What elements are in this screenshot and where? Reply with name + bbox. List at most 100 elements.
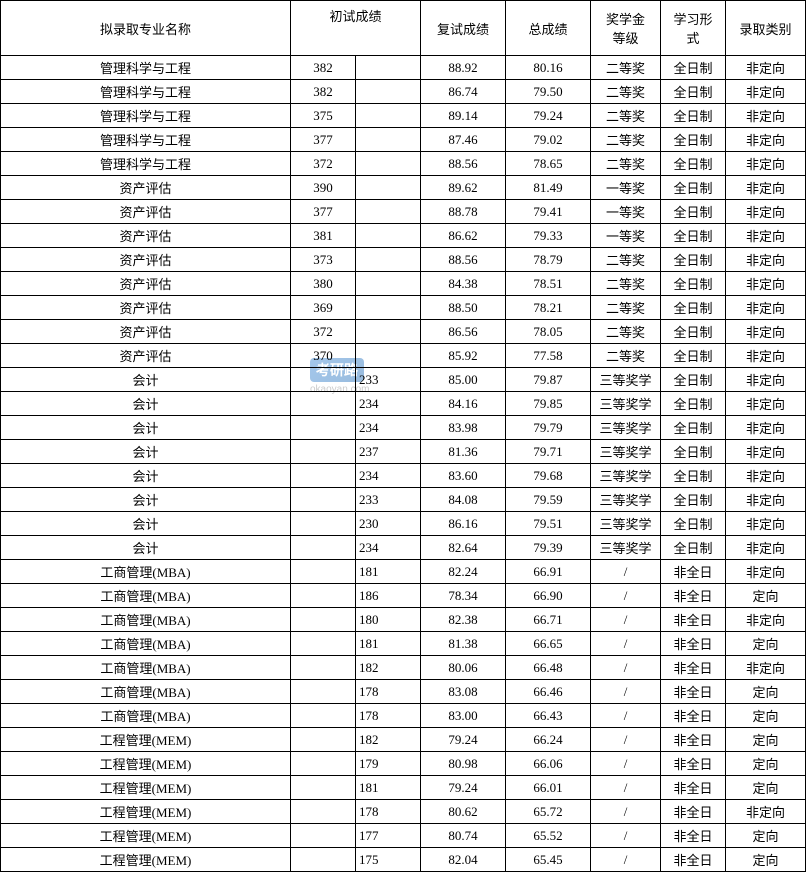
cell-major: 会计 (1, 536, 291, 560)
cell-prelim-a (291, 464, 356, 488)
cell-major: 资产评估 (1, 344, 291, 368)
cell-type: 非定向 (726, 248, 806, 272)
cell-major: 工程管理(MEM) (1, 728, 291, 752)
table-row: 工程管理(MEM)18279.2466.24/非全日定向 (1, 728, 806, 752)
cell-type: 非定向 (726, 320, 806, 344)
cell-prelim-a: 369 (291, 296, 356, 320)
cell-scholar: 三等奖学 (591, 440, 661, 464)
cell-type: 非定向 (726, 536, 806, 560)
cell-scholar: / (591, 584, 661, 608)
cell-major: 会计 (1, 368, 291, 392)
cell-total: 78.21 (506, 296, 591, 320)
cell-prelim-a (291, 536, 356, 560)
cell-retest: 86.74 (421, 80, 506, 104)
table-row: 工商管理(MBA)18280.0666.48/非全日非定向 (1, 656, 806, 680)
cell-prelim-b (356, 56, 421, 80)
cell-total: 66.01 (506, 776, 591, 800)
cell-total: 66.06 (506, 752, 591, 776)
cell-mode: 全日制 (661, 128, 726, 152)
cell-prelim-b: 186 (356, 584, 421, 608)
cell-prelim-a (291, 560, 356, 584)
cell-mode: 全日制 (661, 392, 726, 416)
cell-prelim-a (291, 416, 356, 440)
cell-prelim-b (356, 104, 421, 128)
cell-retest: 84.08 (421, 488, 506, 512)
cell-mode: 非全日 (661, 728, 726, 752)
cell-major: 资产评估 (1, 248, 291, 272)
cell-prelim-a: 370 (291, 344, 356, 368)
cell-prelim-a: 372 (291, 320, 356, 344)
cell-prelim-a (291, 776, 356, 800)
cell-scholar: / (591, 632, 661, 656)
cell-retest: 86.56 (421, 320, 506, 344)
table-row: 会计23482.6479.39三等奖学全日制非定向 (1, 536, 806, 560)
cell-scholar: / (591, 824, 661, 848)
cell-prelim-a (291, 488, 356, 512)
table-row: 工商管理(MBA)18181.3866.65/非全日定向 (1, 632, 806, 656)
cell-type: 非定向 (726, 200, 806, 224)
cell-prelim-a (291, 656, 356, 680)
cell-scholar: / (591, 728, 661, 752)
cell-prelim-a: 382 (291, 56, 356, 80)
cell-total: 66.48 (506, 656, 591, 680)
cell-total: 80.16 (506, 56, 591, 80)
table-row: 管理科学与工程38286.7479.50二等奖全日制非定向 (1, 80, 806, 104)
cell-prelim-a (291, 368, 356, 392)
cell-prelim-a: 377 (291, 200, 356, 224)
cell-retest: 85.00 (421, 368, 506, 392)
cell-mode: 非全日 (661, 776, 726, 800)
cell-type: 非定向 (726, 560, 806, 584)
cell-scholar: 二等奖 (591, 80, 661, 104)
table-row: 会计23483.9879.79三等奖学全日制非定向 (1, 416, 806, 440)
cell-prelim-a (291, 584, 356, 608)
cell-mode: 全日制 (661, 512, 726, 536)
cell-major: 工商管理(MBA) (1, 632, 291, 656)
cell-prelim-a: 382 (291, 80, 356, 104)
cell-retest: 80.98 (421, 752, 506, 776)
cell-scholar: 三等奖学 (591, 488, 661, 512)
cell-scholar: 一等奖 (591, 176, 661, 200)
cell-type: 定向 (726, 728, 806, 752)
cell-mode: 非全日 (661, 560, 726, 584)
col-header-total: 总成绩 (506, 1, 591, 56)
table-row: 资产评估38084.3878.51二等奖全日制非定向 (1, 272, 806, 296)
cell-major: 会计 (1, 488, 291, 512)
cell-retest: 78.34 (421, 584, 506, 608)
table-row: 资产评估37085.9277.58二等奖全日制非定向 (1, 344, 806, 368)
cell-major: 资产评估 (1, 176, 291, 200)
cell-prelim-b: 234 (356, 416, 421, 440)
cell-major: 管理科学与工程 (1, 152, 291, 176)
cell-retest: 82.38 (421, 608, 506, 632)
cell-prelim-b: 175 (356, 848, 421, 872)
cell-type: 非定向 (726, 224, 806, 248)
cell-scholar: / (591, 704, 661, 728)
table-row: 管理科学与工程38288.9280.16二等奖全日制非定向 (1, 56, 806, 80)
cell-scholar: 二等奖 (591, 56, 661, 80)
cell-mode: 非全日 (661, 584, 726, 608)
cell-prelim-a: 380 (291, 272, 356, 296)
cell-scholar: / (591, 800, 661, 824)
cell-major: 工商管理(MBA) (1, 584, 291, 608)
cell-mode: 全日制 (661, 104, 726, 128)
table-row: 工商管理(MBA)18678.3466.90/非全日定向 (1, 584, 806, 608)
cell-type: 定向 (726, 824, 806, 848)
table-row: 工商管理(MBA)17883.0066.43/非全日定向 (1, 704, 806, 728)
col-header-scholar-label: 奖学金 等级 (606, 12, 645, 46)
cell-major: 会计 (1, 440, 291, 464)
cell-major: 工程管理(MEM) (1, 752, 291, 776)
col-header-major: 拟录取专业名称 (1, 1, 291, 56)
table-row: 资产评估39089.6281.49一等奖全日制非定向 (1, 176, 806, 200)
col-header-retest: 复试成绩 (421, 1, 506, 56)
cell-mode: 非全日 (661, 704, 726, 728)
cell-total: 79.51 (506, 512, 591, 536)
cell-total: 66.91 (506, 560, 591, 584)
cell-scholar: 二等奖 (591, 320, 661, 344)
cell-total: 79.24 (506, 104, 591, 128)
cell-scholar: 三等奖学 (591, 464, 661, 488)
cell-major: 会计 (1, 464, 291, 488)
cell-prelim-b: 181 (356, 776, 421, 800)
cell-mode: 非全日 (661, 824, 726, 848)
cell-prelim-b (356, 200, 421, 224)
cell-type: 定向 (726, 584, 806, 608)
cell-retest: 81.36 (421, 440, 506, 464)
